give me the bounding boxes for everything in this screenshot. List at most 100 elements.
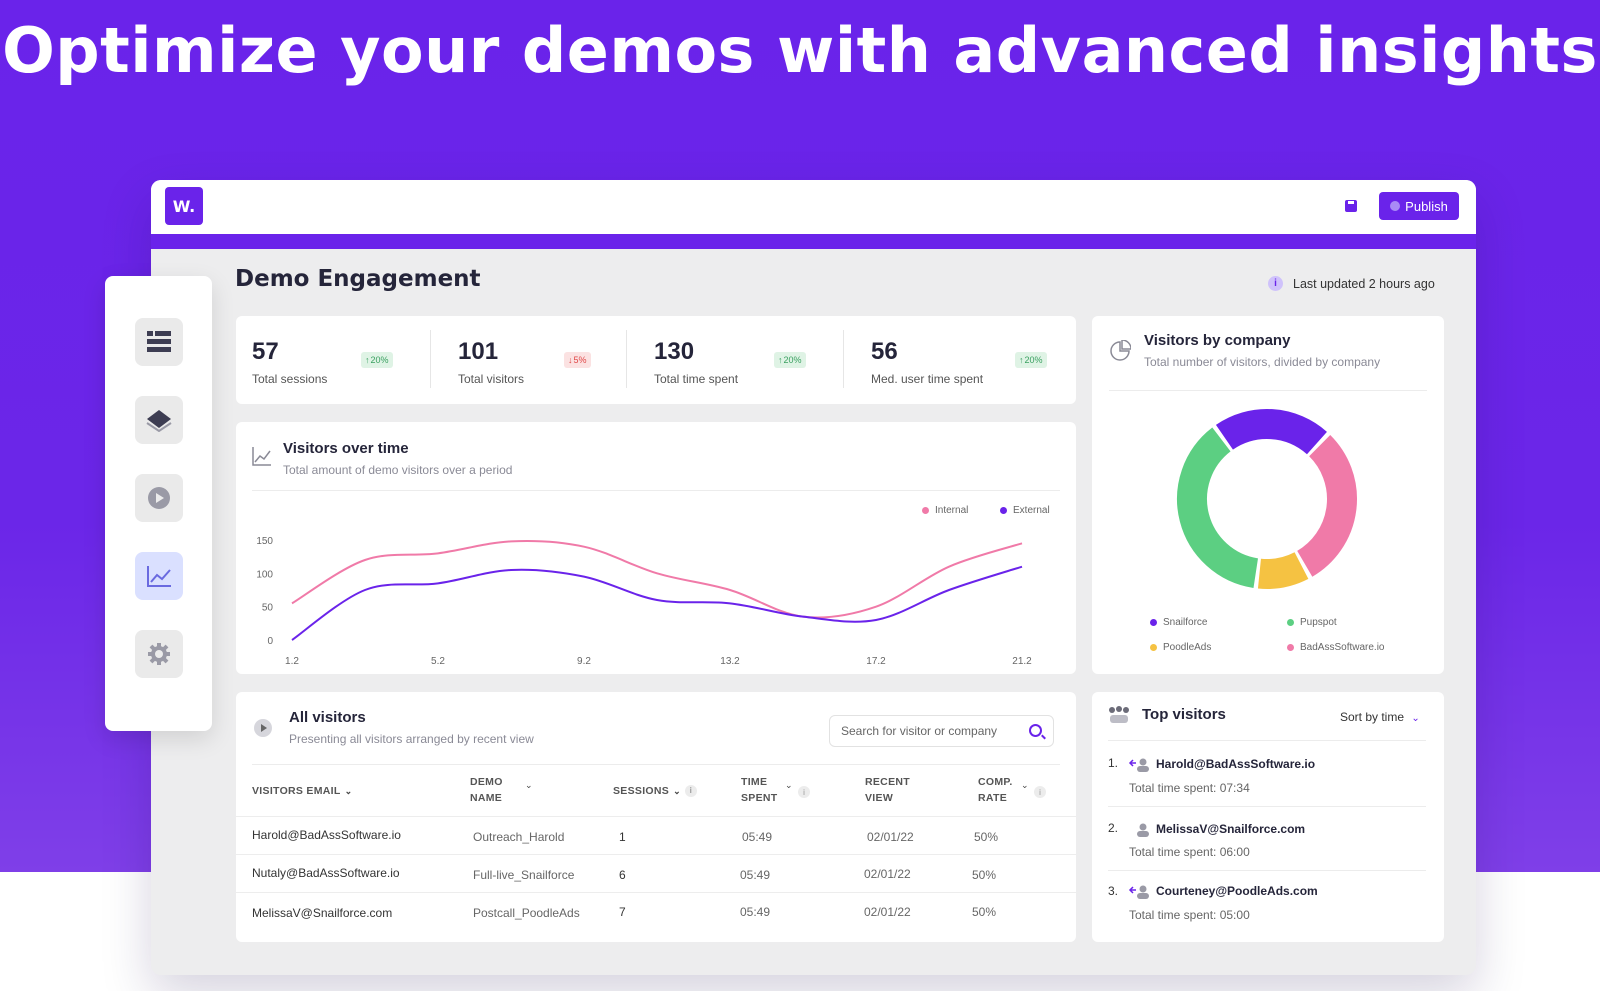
stat-total-sessions: 57 Total sessions ↑ 20% xyxy=(236,316,436,404)
divider xyxy=(843,330,844,388)
legend-dot xyxy=(922,507,929,514)
line-chart-icon xyxy=(252,447,271,466)
visitors-over-time-card: Visitors over time Total amount of demo … xyxy=(236,422,1076,674)
divider xyxy=(1109,390,1427,391)
x-tick-label: 21.2 xyxy=(1012,656,1032,667)
stat-change-badge: ↓ 5% xyxy=(564,352,591,368)
chevron-down-icon[interactable]: ⌄ xyxy=(1021,780,1029,790)
cell-demo-name: Outreach_Harold xyxy=(473,830,565,844)
sidebar-item-settings[interactable] xyxy=(135,630,183,678)
divider xyxy=(236,854,1076,855)
cell-comp-rate: 50% xyxy=(974,830,999,844)
user-icon xyxy=(1137,823,1149,837)
search-icon[interactable] xyxy=(1029,724,1042,737)
visitor-email: Harold@BadAssSoftware.io xyxy=(1156,757,1316,771)
column-header-recent-view[interactable]: RECENT VIEW xyxy=(865,776,910,804)
divider xyxy=(252,490,1060,491)
cell-sessions: 6 xyxy=(619,868,626,882)
legend-label: Pupspot xyxy=(1300,617,1337,628)
divider xyxy=(1108,806,1426,807)
logo[interactable]: W. xyxy=(165,187,203,225)
column-header-demo-name[interactable]: DEMO NAME xyxy=(470,776,503,804)
sort-dropdown[interactable]: Sort by time ⌄ xyxy=(1340,710,1420,724)
play-icon xyxy=(148,487,170,509)
legend-label: External xyxy=(1013,505,1050,516)
play-circle-icon xyxy=(254,719,272,737)
cell-recent-view: 02/01/22 xyxy=(864,905,911,919)
cell-recent-view: 02/01/22 xyxy=(864,867,911,881)
legend-external: External xyxy=(1000,505,1050,516)
card-subtitle: Total number of visitors, divided by com… xyxy=(1144,355,1381,369)
cell-time-spent: 05:49 xyxy=(740,905,771,919)
publish-label: Publish xyxy=(1405,198,1448,214)
rank: 2. xyxy=(1108,821,1119,835)
chevron-down-icon[interactable]: ⌄ xyxy=(785,780,793,790)
stat-label: Med. user time spent xyxy=(871,372,984,386)
rank: 1. xyxy=(1108,756,1119,770)
sidebar-item-layers[interactable] xyxy=(135,396,183,444)
grid-list-icon xyxy=(147,331,171,352)
info-icon: i xyxy=(798,786,810,798)
info-icon: i xyxy=(1268,276,1283,291)
visitor-time: Total time spent: 06:00 xyxy=(1129,845,1250,859)
legend-dot xyxy=(1000,507,1007,514)
cell-sessions: 1 xyxy=(619,830,626,844)
stat-value: 56 xyxy=(871,338,898,365)
series-line-internal xyxy=(291,539,1023,619)
last-updated: i Last updated 2 hours ago xyxy=(1268,276,1435,291)
search-input[interactable]: Search for visitor or company xyxy=(829,715,1054,747)
legend-label: Internal xyxy=(935,505,969,516)
sidebar-item-play[interactable] xyxy=(135,474,183,522)
visitor-time: Total time spent: 07:34 xyxy=(1129,781,1250,795)
column-header-email[interactable]: VISITORS EMAIL ⌄ xyxy=(252,785,353,797)
visitors-by-company-card: Visitors by company Total number of visi… xyxy=(1092,316,1444,674)
cell-comp-rate: 50% xyxy=(972,868,997,882)
legend-dot xyxy=(1150,619,1157,626)
sidebar-item-analytics[interactable] xyxy=(135,552,183,600)
cell-recent-view: 02/01/22 xyxy=(867,830,914,844)
all-visitors-card: All visitors Presenting all visitors arr… xyxy=(236,692,1076,942)
donut-slice-pupspot xyxy=(1177,427,1259,588)
legend-badasssoftware: BadAssSoftware.io xyxy=(1287,642,1385,653)
cell-email: Nutaly@BadAssSoftware.io xyxy=(252,866,400,880)
column-header-time-spent[interactable]: TIME SPENT xyxy=(741,776,778,804)
card-title: Top visitors xyxy=(1142,706,1226,723)
legend-internal: Internal xyxy=(922,505,968,516)
stat-change-badge: ↑ 20% xyxy=(774,352,806,368)
cell-sessions: 7 xyxy=(619,905,626,919)
legend-poodleads: PoodleAds xyxy=(1150,642,1211,653)
column-header-comp-rate[interactable]: COMP. RATE xyxy=(978,776,1013,804)
chevron-down-icon: ⌄ xyxy=(673,786,681,796)
divider xyxy=(1108,740,1426,741)
stat-value: 57 xyxy=(252,338,279,365)
user-icon xyxy=(1128,758,1149,772)
divider xyxy=(1108,870,1426,871)
save-icon[interactable] xyxy=(1345,200,1357,212)
divider xyxy=(236,816,1076,817)
top-bar-stripe xyxy=(151,234,1476,249)
layers-icon xyxy=(146,410,172,432)
stat-change-badge: ↑ 20% xyxy=(361,352,393,368)
legend-label: BadAssSoftware.io xyxy=(1300,642,1385,653)
divider xyxy=(236,892,1076,893)
card-subtitle: Presenting all visitors arranged by rece… xyxy=(289,732,534,746)
top-visitors-card: Top visitors Sort by time ⌄ 1. Harold@Ba… xyxy=(1092,692,1444,942)
info-icon: i xyxy=(684,785,697,798)
divider xyxy=(430,330,431,388)
stat-label: Total visitors xyxy=(458,372,525,386)
publish-button[interactable]: Publish xyxy=(1379,192,1459,220)
stats-card: 57 Total sessions ↑ 20% 101 Total visito… xyxy=(236,316,1076,404)
stat-label: Total time spent xyxy=(654,372,739,386)
chevron-down-icon: ⌄ xyxy=(1411,713,1420,724)
sidebar-item-dashboard[interactable] xyxy=(135,318,183,366)
stat-change-badge: ↑ 20% xyxy=(1015,352,1047,368)
chevron-down-icon[interactable]: ⌄ xyxy=(525,780,533,790)
card-title: Visitors by company xyxy=(1144,332,1291,349)
x-tick-label: 13.2 xyxy=(720,656,740,667)
group-icon xyxy=(1109,706,1129,723)
top-bar: W. Publish xyxy=(151,180,1476,234)
cell-email: MelissaV@Snailforce.com xyxy=(252,906,393,920)
search-placeholder: Search for visitor or company xyxy=(841,724,998,738)
sort-label: Sort by time xyxy=(1340,710,1405,724)
column-header-sessions[interactable]: SESSIONS ⌄ i xyxy=(613,783,697,799)
